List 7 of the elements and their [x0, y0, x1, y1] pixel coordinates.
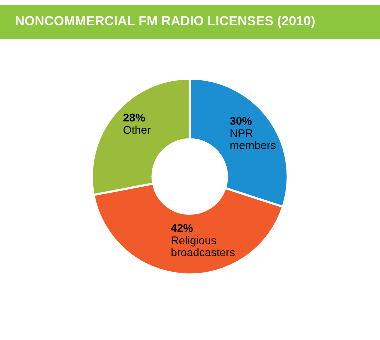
- data-label: 30%: [230, 117, 252, 126]
- data-label: 42%: [171, 224, 194, 232]
- data-label: 28%: [124, 114, 146, 122]
- chart-title: NONCOMMERCIAL FM RADIO LICENSES (2010): [16, 16, 315, 28]
- slice-label: Other: [124, 126, 151, 134]
- slice-label: Religious broadcasters: [172, 236, 235, 257]
- slice-label: NPR members: [230, 130, 276, 150]
